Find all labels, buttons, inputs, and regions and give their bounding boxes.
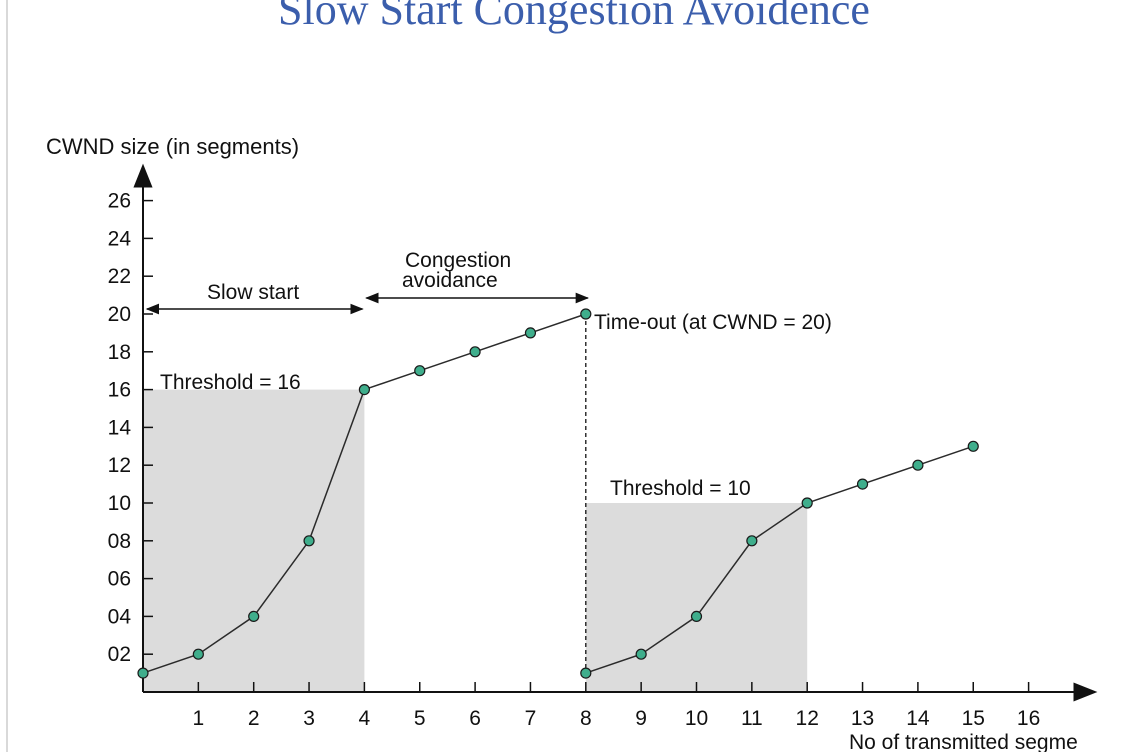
y-tick-label-18: 18: [108, 341, 131, 364]
y-tick-label-16: 16: [108, 379, 131, 402]
cwnd-point-s2-x9: [635, 648, 647, 660]
y-tick-label-26: 26: [108, 190, 131, 213]
x-tick-label-5: 5: [414, 707, 426, 730]
cwnd-point-s2-x10: [690, 610, 703, 623]
y-tick-label-02: 02: [108, 643, 131, 666]
cwnd-point-s1-x1: [192, 648, 204, 660]
x-tick-label-2: 2: [248, 707, 260, 730]
cwnd-line-2: [585, 445, 974, 674]
cwnd-point-s1-x4: [358, 384, 370, 396]
slide-title: Slow Start Congestion Avoidence: [278, 0, 870, 34]
threshold-10-label: Threshold = 10: [610, 477, 751, 500]
threshold-region-1: [143, 389, 365, 692]
cwnd-point-s1-x6: [469, 346, 481, 358]
timeout-label: Time-out (at CWND = 20): [594, 311, 832, 334]
x-tick-label-15: 15: [962, 707, 985, 730]
y-tick-label-06: 06: [108, 568, 131, 591]
y-tick-label-22: 22: [108, 265, 131, 288]
cwnd-point-s1-x3: [303, 535, 315, 547]
y-tick-label-04: 04: [108, 605, 132, 628]
x-tick-label-13: 13: [851, 707, 874, 730]
x-tick-label-16: 16: [1017, 707, 1040, 730]
cwnd-point-s2-x14: [912, 459, 924, 471]
cwnd-point-s2-x8: [580, 667, 592, 679]
cwnd-point-s1-x8: [580, 308, 592, 320]
x-tick-label-1: 1: [193, 707, 205, 730]
x-tick-label-8: 8: [580, 707, 592, 730]
y-tick-label-20: 20: [108, 303, 131, 326]
threshold-region-2: [585, 503, 808, 692]
y-tick-label-24: 24: [108, 227, 132, 250]
x-tick-label-4: 4: [359, 707, 371, 730]
x-tick-label-12: 12: [796, 707, 819, 730]
x-tick-label-10: 10: [685, 707, 708, 730]
y-tick-label-14: 14: [108, 416, 132, 439]
slide-left-border: [6, 0, 8, 752]
y-tick-label-12: 12: [108, 454, 131, 477]
x-tick-label-14: 14: [906, 707, 930, 730]
x-axis-label: No of transmitted segme: [849, 731, 1078, 752]
cwnd-point-s2-x15: [967, 440, 979, 452]
y-axis-label: CWND size (in segments): [46, 134, 299, 159]
cwnd-point-s2-x12: [801, 497, 813, 509]
x-tick-label-11: 11: [741, 707, 763, 730]
y-tick-label-08: 08: [108, 530, 131, 553]
cwnd-point-s1-x0: [137, 667, 149, 679]
cwnd-point-s1-x2: [248, 610, 260, 623]
x-tick-label-6: 6: [469, 707, 481, 730]
cwnd-point-s1-x5: [414, 365, 426, 377]
congestion-label-line2: avoidance: [402, 269, 498, 292]
y-tick-label-10: 10: [108, 492, 131, 515]
threshold-16-label: Threshold = 16: [160, 371, 301, 394]
slow-start-label: Slow start: [207, 281, 299, 304]
x-tick-label-9: 9: [635, 707, 647, 730]
cwnd-point-s2-x11: [746, 535, 758, 547]
x-tick-label-3: 3: [303, 707, 315, 730]
congestion-label-line1: Congestion: [405, 249, 511, 272]
x-tick-label-7: 7: [525, 707, 537, 730]
cwnd-point-s1-x7: [524, 327, 537, 339]
cwnd-point-s2-x13: [856, 478, 869, 490]
